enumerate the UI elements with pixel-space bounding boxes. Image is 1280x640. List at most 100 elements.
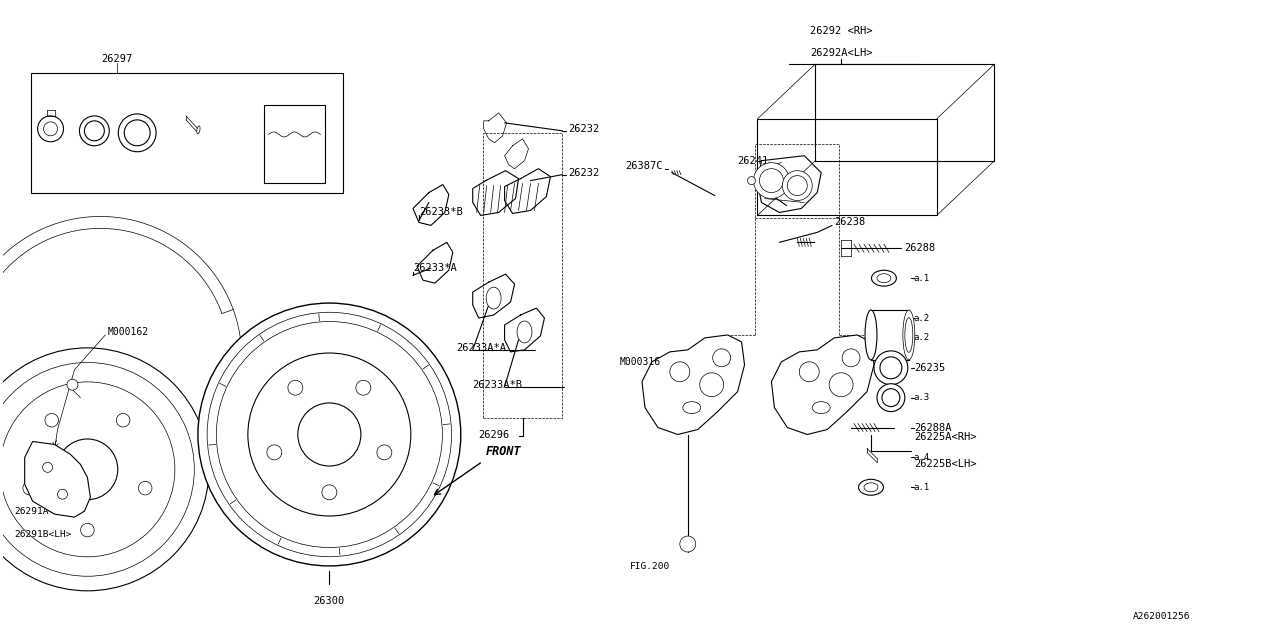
Text: 26232: 26232 — [568, 168, 599, 178]
Circle shape — [356, 380, 371, 395]
Circle shape — [759, 169, 783, 193]
Text: M000162: M000162 — [108, 327, 148, 337]
Circle shape — [877, 384, 905, 412]
Polygon shape — [24, 442, 91, 517]
Circle shape — [782, 171, 813, 200]
Circle shape — [321, 485, 337, 500]
Circle shape — [124, 120, 150, 146]
Circle shape — [874, 351, 908, 385]
Circle shape — [787, 175, 808, 196]
Circle shape — [37, 116, 64, 142]
Ellipse shape — [905, 317, 913, 353]
Text: 26297: 26297 — [101, 54, 133, 64]
Circle shape — [216, 321, 443, 548]
Circle shape — [0, 362, 195, 576]
Circle shape — [842, 349, 860, 367]
Text: 26235: 26235 — [914, 363, 945, 372]
Ellipse shape — [902, 310, 915, 360]
Circle shape — [58, 489, 68, 499]
Ellipse shape — [864, 483, 878, 492]
Ellipse shape — [517, 321, 532, 343]
Polygon shape — [643, 335, 745, 435]
Bar — [264, 105, 325, 182]
Text: a.4: a.4 — [175, 77, 192, 86]
Circle shape — [882, 388, 900, 406]
Text: 26241: 26241 — [737, 156, 769, 166]
Circle shape — [879, 357, 902, 379]
Circle shape — [376, 445, 392, 460]
Circle shape — [45, 413, 59, 427]
Circle shape — [44, 122, 58, 136]
Text: M000316: M000316 — [620, 357, 662, 367]
Circle shape — [58, 439, 118, 500]
Circle shape — [669, 362, 690, 381]
Text: a.1: a.1 — [42, 81, 59, 90]
Bar — [754, 144, 840, 218]
Text: 26288A: 26288A — [914, 422, 951, 433]
Circle shape — [713, 349, 731, 367]
Ellipse shape — [865, 310, 877, 360]
Text: a.2: a.2 — [914, 314, 931, 323]
Circle shape — [700, 372, 723, 397]
Bar — [870, 310, 909, 360]
Text: 26238: 26238 — [835, 218, 865, 227]
Circle shape — [248, 353, 411, 516]
Circle shape — [829, 372, 852, 397]
Text: a.1: a.1 — [914, 274, 931, 283]
Circle shape — [754, 163, 790, 198]
Circle shape — [23, 481, 36, 495]
Bar — [483, 133, 562, 417]
Text: 26225A<RH>: 26225A<RH> — [914, 433, 977, 442]
Circle shape — [42, 462, 52, 472]
Circle shape — [748, 177, 755, 184]
Text: 26291B<LH>: 26291B<LH> — [15, 529, 72, 539]
Ellipse shape — [813, 402, 831, 413]
Text: A262001256: A262001256 — [1133, 612, 1190, 621]
Text: a.2: a.2 — [86, 81, 102, 90]
Text: 26387C: 26387C — [625, 161, 663, 171]
Text: 26292A<LH>: 26292A<LH> — [810, 48, 873, 58]
Polygon shape — [772, 335, 874, 435]
Circle shape — [288, 380, 303, 395]
Circle shape — [0, 382, 175, 557]
Text: a.3: a.3 — [914, 393, 931, 402]
Text: 26233*B: 26233*B — [419, 207, 462, 218]
Text: 26232: 26232 — [568, 124, 599, 134]
Ellipse shape — [682, 402, 700, 413]
Circle shape — [298, 403, 361, 466]
Text: 26233A*B: 26233A*B — [472, 380, 522, 390]
Circle shape — [79, 116, 109, 146]
Circle shape — [799, 362, 819, 381]
Ellipse shape — [859, 479, 883, 495]
Ellipse shape — [877, 274, 891, 283]
Text: 26233A*A: 26233A*A — [456, 343, 506, 353]
Circle shape — [84, 121, 105, 141]
Circle shape — [81, 524, 95, 537]
Circle shape — [116, 413, 129, 427]
Ellipse shape — [872, 270, 896, 286]
Text: 26233*A: 26233*A — [413, 263, 457, 273]
Text: FRONT: FRONT — [485, 445, 521, 458]
Text: 26291A<RH>: 26291A<RH> — [15, 507, 72, 516]
Text: a.1: a.1 — [914, 483, 931, 492]
Text: 26288D: 26288D — [202, 121, 239, 131]
Circle shape — [268, 445, 282, 460]
Text: a.4: a.4 — [914, 453, 931, 462]
Circle shape — [207, 312, 452, 557]
Circle shape — [680, 536, 696, 552]
Circle shape — [0, 348, 209, 591]
Text: 26300: 26300 — [314, 596, 346, 606]
Text: 26288: 26288 — [904, 243, 936, 253]
Text: a.2: a.2 — [914, 333, 931, 342]
Bar — [31, 73, 343, 193]
Circle shape — [67, 380, 78, 390]
Circle shape — [118, 114, 156, 152]
Ellipse shape — [197, 126, 200, 134]
Ellipse shape — [486, 287, 500, 309]
Text: FIG.200: FIG.200 — [630, 563, 671, 572]
Text: 26296: 26296 — [479, 429, 509, 440]
Text: 26292 <RH>: 26292 <RH> — [810, 26, 873, 36]
Text: 26225B<LH>: 26225B<LH> — [914, 460, 977, 469]
Circle shape — [198, 303, 461, 566]
Text: a.3: a.3 — [129, 81, 145, 90]
